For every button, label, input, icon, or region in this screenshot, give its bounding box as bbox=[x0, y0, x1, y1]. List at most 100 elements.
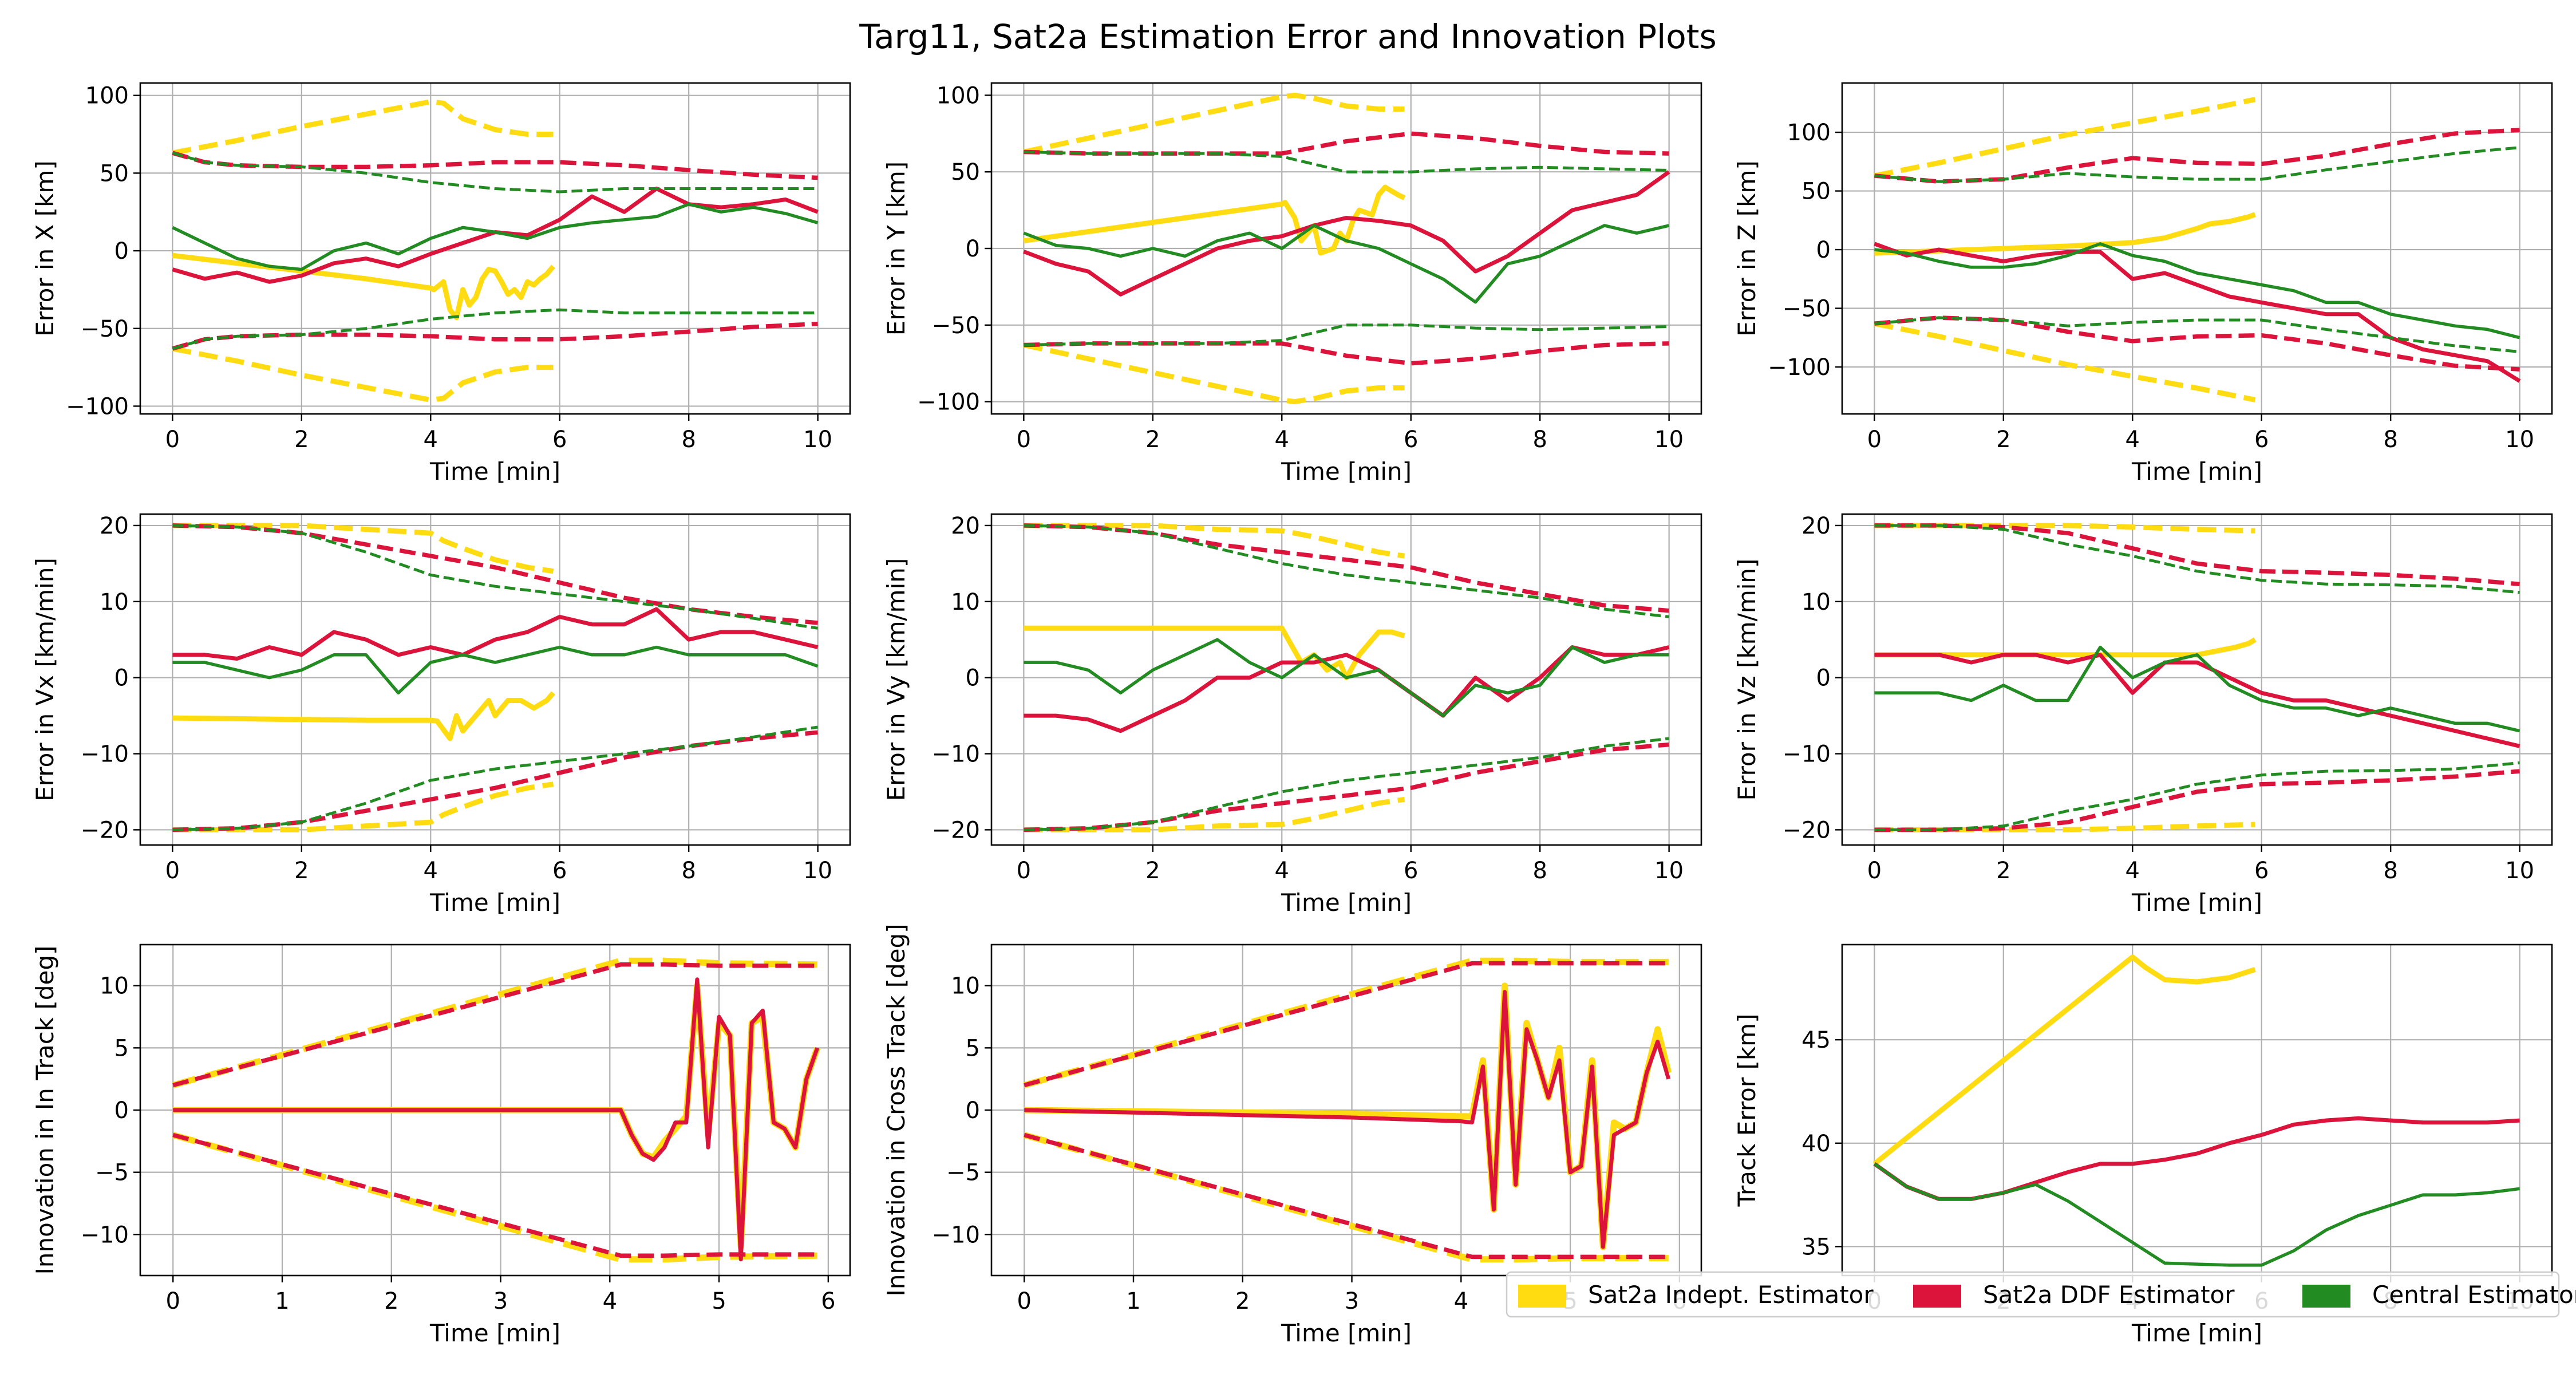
x-tick-label: 6 bbox=[2254, 858, 2269, 884]
x-tick-label: 10 bbox=[2505, 427, 2534, 453]
y-axis-label: Track Error [km] bbox=[1733, 1014, 1761, 1207]
series-line-ddf-bound bbox=[172, 962, 817, 1088]
y-axis-label: Innovation in Cross Track [deg] bbox=[882, 923, 910, 1296]
y-tick-label: −5 bbox=[946, 1160, 980, 1186]
series-line-central-bound bbox=[1024, 524, 1669, 618]
x-tick-label: 2 bbox=[1145, 427, 1160, 453]
y-tick-label: 0 bbox=[114, 238, 129, 264]
series-line-central-bound bbox=[1874, 524, 2520, 594]
series-group bbox=[1874, 523, 2520, 832]
x-axis-label: Time [min] bbox=[429, 457, 560, 485]
x-tick-label: 4 bbox=[1454, 1288, 1468, 1314]
legend-label: Sat2a Indept. Estimator bbox=[1588, 1281, 1874, 1309]
subplot-4: 0 2 4 6 8 10 −20 −10 0 10 20 Time [min] Error in Vx … bbox=[31, 513, 851, 917]
y-axis-label: Error in Vx [km/min] bbox=[31, 558, 59, 802]
series-line-ddf-bound bbox=[1024, 1132, 1669, 1260]
y-tick-label: 100 bbox=[85, 83, 129, 109]
series-line-indept-bound bbox=[1023, 1132, 1669, 1263]
series-line-indept bbox=[1024, 625, 1405, 681]
series-line-ddf-bound bbox=[1024, 341, 1669, 366]
x-tick-label: 6 bbox=[552, 427, 567, 453]
series-line-indept-bound bbox=[1024, 523, 1405, 559]
legend: Sat2a Indept. Estimator Sat2a DDF Estimat… bbox=[1506, 1271, 2576, 1318]
series-line-central bbox=[172, 202, 819, 271]
series-line-indept bbox=[172, 252, 555, 321]
series-line-ddf-bound bbox=[1024, 523, 1669, 613]
series-line-indept-bound bbox=[1874, 97, 2256, 179]
x-tick-label: 4 bbox=[2125, 427, 2140, 453]
x-tick-label: 4 bbox=[1275, 427, 1289, 453]
y-tick-label: 10 bbox=[951, 973, 980, 1000]
legend-swatch bbox=[1913, 1285, 1961, 1308]
axes-frame bbox=[1841, 82, 2553, 415]
y-tick-label: −100 bbox=[917, 389, 980, 416]
x-axis-label: Time [min] bbox=[429, 1319, 560, 1347]
x-axis-label: Time [min] bbox=[1281, 889, 1412, 917]
y-axis-label: Error in X [km] bbox=[31, 160, 59, 337]
x-axis-label: Time [min] bbox=[429, 889, 560, 917]
series-line-central-bound bbox=[1874, 761, 2520, 831]
y-tick-label: −10 bbox=[932, 741, 980, 768]
legend-swatch bbox=[1518, 1285, 1566, 1308]
x-tick-label: 0 bbox=[1017, 858, 1031, 884]
y-tick-label: 40 bbox=[1801, 1131, 1831, 1157]
series-line-indept bbox=[173, 982, 820, 1250]
series-line-indept-bound bbox=[172, 99, 554, 156]
x-axis-label: Time [min] bbox=[1281, 457, 1412, 485]
y-tick-label: −10 bbox=[932, 1222, 980, 1248]
series-line-indept-bound bbox=[172, 1132, 817, 1263]
x-tick-label: 4 bbox=[424, 427, 438, 453]
axes-frame bbox=[1841, 943, 2553, 1277]
series-line-central bbox=[1874, 242, 2520, 339]
subplot-2: 0 2 4 6 8 10 −100 −50 0 50 100 Time [min] Error in Y… bbox=[882, 82, 1702, 485]
y-axis-label: Error in Y [km] bbox=[882, 161, 910, 335]
series-line-indept-bound bbox=[172, 957, 817, 1088]
series-line-central bbox=[172, 645, 819, 695]
subplot-7: 0 1 2 3 4 5 6 −10 −5 0 5 10 Time [min] Innovation in … bbox=[31, 943, 851, 1347]
x-tick-label: 0 bbox=[1867, 427, 1882, 453]
x-tick-label: 8 bbox=[2383, 427, 2397, 453]
y-tick-label: 10 bbox=[951, 589, 980, 615]
x-tick-label: 2 bbox=[294, 858, 309, 884]
x-tick-label: 6 bbox=[2254, 427, 2269, 453]
series-line-ddf-bound bbox=[172, 151, 818, 180]
y-tick-label: 0 bbox=[114, 665, 129, 692]
x-axis-label: Time [min] bbox=[1281, 1319, 1412, 1347]
series-line-ddf-bound bbox=[172, 730, 818, 832]
y-tick-label: 10 bbox=[100, 973, 129, 1000]
series-group bbox=[1024, 523, 1670, 832]
y-axis-label: Innovation in In Track [deg] bbox=[31, 946, 59, 1275]
series-line-ddf-bound bbox=[1024, 131, 1669, 156]
series-group bbox=[172, 99, 819, 403]
series-line-central bbox=[1023, 224, 1670, 304]
x-tick-label: 6 bbox=[1404, 858, 1418, 884]
series-line-indept-bound bbox=[1024, 796, 1405, 832]
subplot-6: 0 2 4 6 8 10 −20 −10 0 10 20 Time [min] Error in Vz … bbox=[1733, 513, 2553, 917]
y-axis-label: Error in Z [km] bbox=[1733, 160, 1761, 337]
series-line-ddf bbox=[173, 977, 820, 1262]
series-line-ddf-bound bbox=[1024, 961, 1669, 1088]
y-tick-label: 100 bbox=[1787, 120, 1831, 146]
y-tick-label: 0 bbox=[966, 236, 980, 262]
x-tick-label: 10 bbox=[803, 858, 832, 884]
y-tick-label: 0 bbox=[1816, 665, 1831, 692]
y-tick-label: 35 bbox=[1801, 1234, 1831, 1260]
series-group bbox=[1023, 92, 1670, 405]
x-tick-label: 0 bbox=[165, 858, 180, 884]
x-tick-label: 2 bbox=[1145, 858, 1160, 884]
x-tick-label: 2 bbox=[384, 1288, 398, 1314]
x-tick-label: 6 bbox=[821, 1288, 835, 1314]
series-line-ddf-bound bbox=[1874, 315, 2520, 372]
series-line-ddf bbox=[1873, 1116, 2520, 1201]
x-tick-label: 8 bbox=[681, 858, 696, 884]
legend-box bbox=[1506, 1271, 2560, 1318]
x-tick-label: 2 bbox=[1996, 427, 2010, 453]
y-tick-label: 0 bbox=[966, 665, 980, 692]
series-line-indept bbox=[1872, 954, 2256, 1166]
y-tick-label: −10 bbox=[81, 1222, 129, 1248]
x-axis-label: Time [min] bbox=[2131, 889, 2262, 917]
axes-frame bbox=[990, 513, 1702, 846]
series-line-indept-bound bbox=[1023, 957, 1669, 1088]
x-tick-label: 10 bbox=[803, 427, 832, 453]
series-group bbox=[1023, 957, 1672, 1263]
